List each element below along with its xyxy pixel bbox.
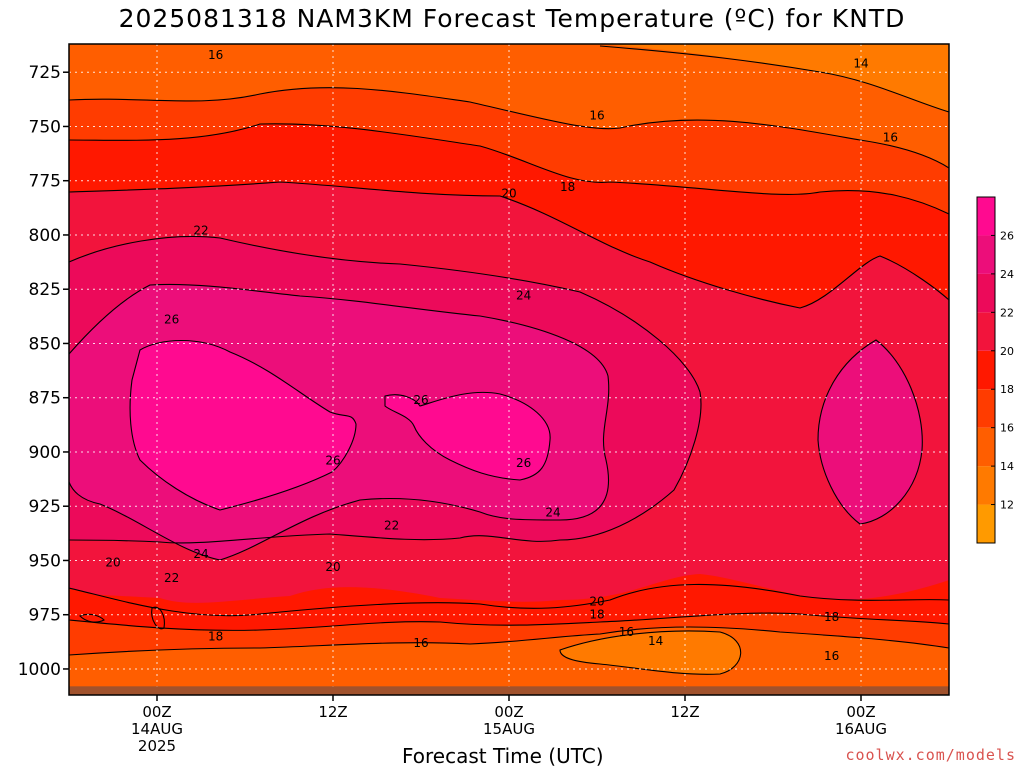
isotherm-lines bbox=[69, 45, 949, 675]
contour-label: 22 bbox=[164, 571, 179, 585]
colorbar-swatch bbox=[977, 312, 995, 351]
grid-lines bbox=[69, 44, 949, 695]
contour-label: 16 bbox=[589, 109, 604, 123]
colorbar-swatch bbox=[977, 350, 995, 390]
x-tick-label: 16AUG bbox=[835, 720, 887, 738]
contour-label: 20 bbox=[325, 560, 340, 574]
band-24-26-east bbox=[818, 340, 923, 524]
contour-label: 22 bbox=[193, 224, 208, 238]
colorbar-tick-label: 12 bbox=[1000, 499, 1014, 512]
colorbar-tick-label: 20 bbox=[1000, 345, 1014, 358]
isotherm-20 bbox=[69, 181, 949, 309]
x-tick-label: 00Z bbox=[494, 703, 523, 721]
x-tick-label: 15AUG bbox=[483, 720, 535, 738]
colorbar-tick-label: 18 bbox=[1000, 383, 1014, 396]
y-tick-label: 750 bbox=[29, 117, 61, 137]
colorbar-legend: 12 14 16 18 20 22 24 26 bbox=[976, 196, 1014, 544]
contour-label: 16 bbox=[413, 636, 428, 650]
chart-title: 2025081318 NAM3KM Forecast Temperature (… bbox=[118, 4, 906, 33]
isotherm-22 bbox=[69, 235, 702, 544]
y-tick-label: 875 bbox=[29, 389, 61, 409]
colorbar-tick-label: 26 bbox=[1000, 229, 1014, 242]
band-12-14 bbox=[600, 44, 949, 112]
colorbar-swatch bbox=[977, 389, 995, 428]
band-12-14-lower bbox=[560, 630, 741, 675]
colorbar-tick-label: 16 bbox=[1000, 422, 1014, 435]
y-tick-label: 825 bbox=[29, 280, 61, 300]
x-tick-label: 00Z bbox=[846, 703, 875, 721]
isotherm-18-pocket bbox=[151, 606, 165, 630]
contour-label: 16 bbox=[619, 625, 634, 639]
contour-label: 26 bbox=[325, 454, 340, 468]
contour-label: 14 bbox=[853, 57, 868, 71]
colorbar-swatch bbox=[977, 235, 995, 274]
y-tick-label: 900 bbox=[29, 443, 61, 463]
isotherm-16-lower bbox=[69, 626, 949, 656]
y-tick-label: 925 bbox=[29, 497, 61, 517]
colorbar-swatch bbox=[977, 466, 995, 505]
band-26-28-west bbox=[130, 340, 356, 510]
colorbar-swatch bbox=[977, 427, 995, 467]
isotherm-26-center bbox=[384, 391, 551, 481]
source-credit: coolwx.com/models bbox=[845, 746, 1016, 764]
contour-label: 18 bbox=[560, 180, 575, 194]
contour-label: 16 bbox=[824, 649, 839, 663]
x-tick-label: 2025 bbox=[138, 737, 176, 755]
contour-label: 16 bbox=[883, 130, 898, 144]
isotherm-20-lower bbox=[69, 583, 949, 617]
contour-label: 24 bbox=[516, 289, 531, 303]
y-tick-label: 800 bbox=[29, 226, 61, 246]
colorbar-tick-label: 14 bbox=[1000, 460, 1014, 473]
x-tick-label: 12Z bbox=[318, 703, 347, 721]
isotherm-18-lower bbox=[69, 612, 949, 631]
y-tick-label: 975 bbox=[29, 606, 61, 626]
contour-label: 14 bbox=[648, 634, 663, 648]
colorbar-tick-label: 22 bbox=[1000, 306, 1014, 319]
contour-label: 16 bbox=[208, 48, 223, 62]
colorbar-swatch bbox=[977, 197, 995, 236]
isotherm-14 bbox=[599, 45, 949, 113]
isotherm-16 bbox=[69, 87, 949, 169]
isotherm-26-west bbox=[129, 339, 357, 511]
y-axis-ticks: 725 750 775 800 825 850 875 900 925 950 975 1000 bbox=[18, 63, 69, 680]
ground-surface bbox=[69, 686, 949, 695]
contour-label: 18 bbox=[824, 610, 839, 624]
colorbar-swatch bbox=[977, 504, 995, 543]
colorbar-swatch bbox=[977, 273, 995, 313]
contour-label: 22 bbox=[384, 519, 399, 533]
colorbar-frame bbox=[976, 196, 996, 544]
x-tick-label: 14AUG bbox=[131, 720, 183, 738]
y-tick-label: 1000 bbox=[18, 660, 61, 680]
contour-label: 18 bbox=[208, 629, 223, 643]
contour-label: 26 bbox=[516, 456, 531, 470]
contour-label: 26 bbox=[164, 313, 179, 327]
isotherm-14-lower bbox=[559, 630, 742, 675]
y-tick-label: 850 bbox=[29, 334, 61, 354]
x-axis-label: Forecast Time (UTC) bbox=[402, 744, 604, 768]
contour-label: 20 bbox=[105, 556, 120, 570]
contour-label: 20 bbox=[501, 187, 516, 201]
contour-label: 24 bbox=[545, 506, 560, 520]
x-tick-label: 00Z bbox=[142, 703, 171, 721]
contour-label: 24 bbox=[193, 547, 208, 561]
isotherm-24-east bbox=[817, 339, 923, 525]
y-tick-label: 950 bbox=[29, 551, 61, 571]
contour-label: 26 bbox=[413, 393, 428, 407]
contour-label: 18 bbox=[589, 608, 604, 622]
colorbar-tick-label: 24 bbox=[1000, 268, 1014, 281]
isotherm-18 bbox=[69, 123, 949, 215]
y-tick-label: 775 bbox=[29, 172, 61, 192]
contour-label: 20 bbox=[589, 595, 604, 609]
x-tick-label: 12Z bbox=[670, 703, 699, 721]
y-tick-label: 725 bbox=[29, 63, 61, 83]
